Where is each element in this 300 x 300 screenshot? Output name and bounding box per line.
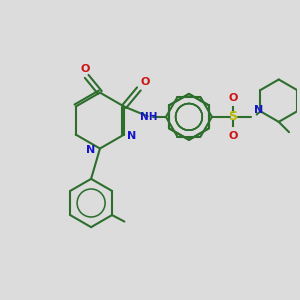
- Text: S: S: [229, 110, 238, 123]
- Text: O: O: [228, 131, 238, 141]
- Text: NH: NH: [140, 112, 158, 122]
- Text: N: N: [127, 131, 136, 141]
- Text: N: N: [254, 105, 263, 116]
- Text: O: O: [140, 77, 150, 87]
- Text: O: O: [80, 64, 90, 74]
- Text: N: N: [86, 145, 95, 155]
- Text: O: O: [228, 93, 238, 103]
